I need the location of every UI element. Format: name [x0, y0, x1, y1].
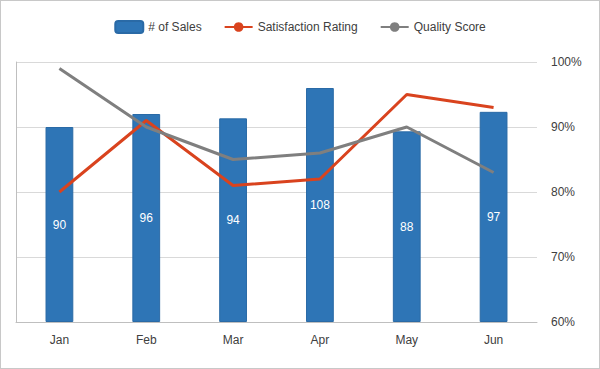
svg-text:# of Sales: # of Sales: [148, 20, 201, 34]
svg-text:Feb: Feb: [136, 333, 157, 347]
svg-text:60%: 60%: [551, 315, 575, 329]
svg-text:Apr: Apr: [311, 333, 330, 347]
svg-text:Quality Score: Quality Score: [414, 20, 486, 34]
svg-text:100%: 100%: [551, 55, 582, 69]
svg-text:90: 90: [53, 218, 67, 232]
svg-text:96: 96: [140, 211, 154, 225]
svg-text:Satisfaction Rating: Satisfaction Rating: [258, 20, 358, 34]
svg-text:80%: 80%: [551, 185, 575, 199]
svg-text:70%: 70%: [551, 250, 575, 264]
svg-text:97: 97: [487, 210, 501, 224]
svg-text:Mar: Mar: [223, 333, 244, 347]
svg-text:Jun: Jun: [484, 333, 503, 347]
svg-text:Jan: Jan: [50, 333, 69, 347]
svg-text:90%: 90%: [551, 120, 575, 134]
svg-text:108: 108: [310, 198, 330, 212]
svg-text:May: May: [395, 333, 418, 347]
svg-text:88: 88: [400, 220, 414, 234]
svg-text:94: 94: [226, 213, 240, 227]
